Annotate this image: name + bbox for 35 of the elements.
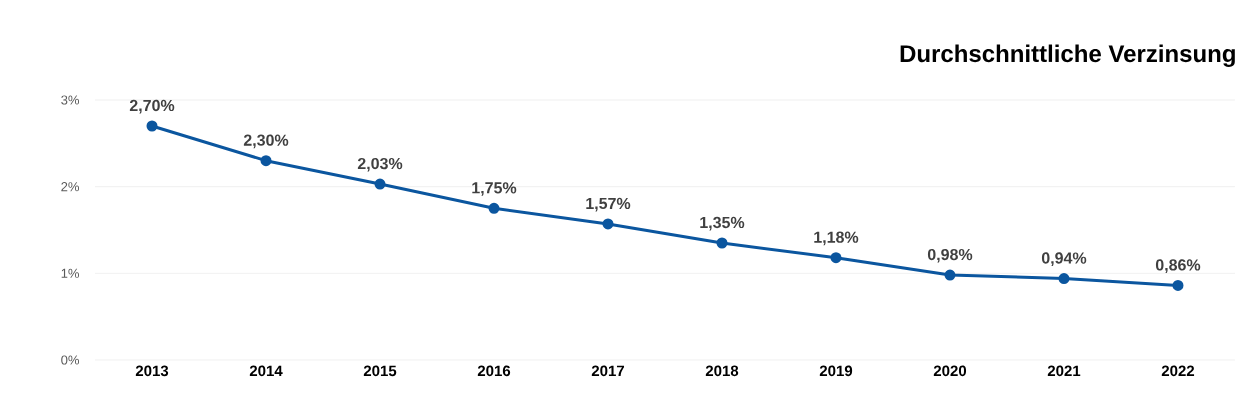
data-label: 1,57% bbox=[586, 197, 631, 212]
data-label: 0,98% bbox=[927, 248, 973, 263]
chart-title: Durchschnittliche Verzinsung bbox=[900, 44, 1235, 67]
data-label: 2,30% bbox=[243, 134, 289, 149]
point bbox=[602, 218, 614, 230]
point bbox=[716, 237, 728, 249]
point bbox=[1172, 279, 1184, 291]
data-label: 0,86% bbox=[1155, 259, 1201, 273]
x-tick-label: 2017 bbox=[591, 365, 625, 377]
x-tick-label: 2016 bbox=[477, 365, 511, 377]
x-tick-label: 2020 bbox=[933, 365, 967, 377]
data-label: 1,75% bbox=[472, 182, 517, 196]
point bbox=[488, 202, 500, 214]
point bbox=[944, 269, 956, 281]
x-tick-label: 2013 bbox=[135, 365, 169, 377]
y-tick-label: 1% bbox=[61, 268, 80, 278]
point bbox=[1058, 273, 1070, 285]
y-tick-label: 2% bbox=[61, 182, 80, 192]
x-tick-label: 2021 bbox=[1047, 365, 1081, 377]
point bbox=[374, 178, 386, 190]
data-label: 2,03% bbox=[357, 157, 403, 172]
data-label: 0,94% bbox=[1041, 252, 1087, 266]
point bbox=[830, 252, 842, 264]
data-label: 2,70% bbox=[129, 99, 175, 114]
x-tick-label: 2018 bbox=[705, 365, 739, 377]
point bbox=[146, 120, 158, 132]
x-tick-label: 2015 bbox=[363, 365, 397, 377]
data-label: 1,35% bbox=[700, 216, 745, 231]
x-tick-label: 2014 bbox=[249, 365, 283, 377]
y-tick-label: 3% bbox=[61, 95, 80, 105]
data-label: 1,18% bbox=[814, 231, 859, 246]
x-tick-label: 2022 bbox=[1161, 365, 1195, 377]
point bbox=[260, 155, 272, 167]
y-tick-label: 0% bbox=[61, 355, 80, 365]
x-tick-label: 2019 bbox=[819, 365, 853, 377]
